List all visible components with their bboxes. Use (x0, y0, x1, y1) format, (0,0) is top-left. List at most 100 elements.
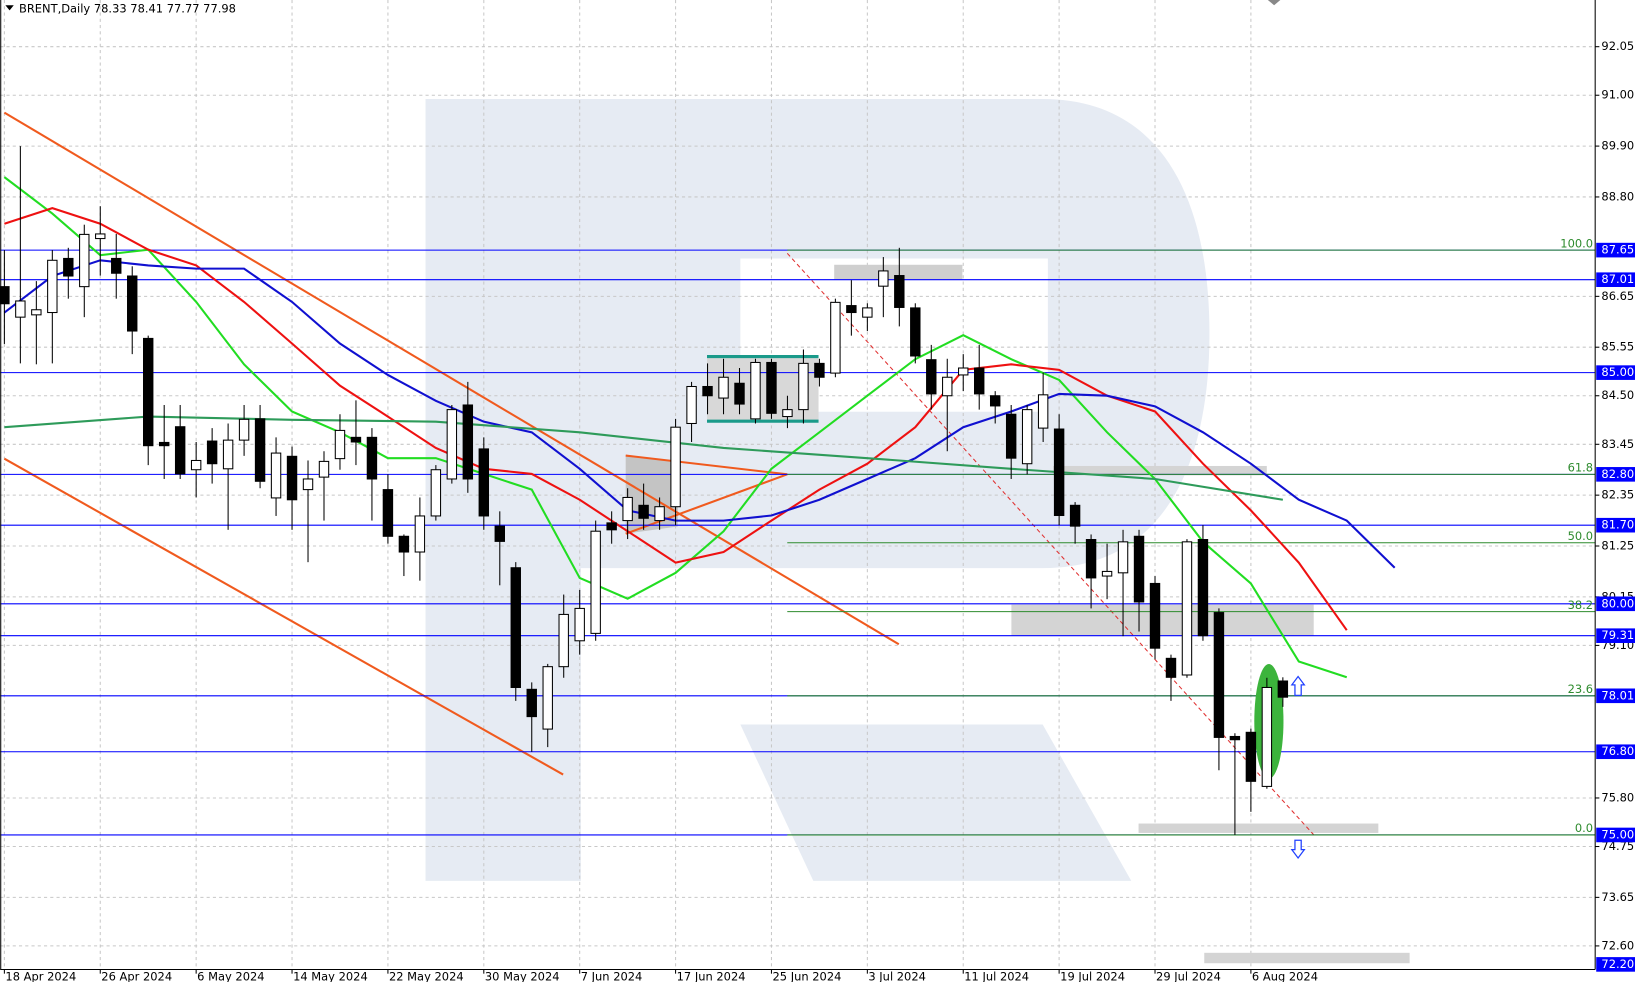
candle-body (1245, 731, 1257, 782)
candle-body (862, 307, 873, 318)
candle-body (222, 439, 234, 470)
candle-body (158, 441, 170, 447)
candle-body (430, 469, 442, 517)
x-tick-label: 17 Jun 2024 (677, 969, 746, 982)
candle-body (542, 666, 553, 730)
level-label-bg (1596, 827, 1635, 843)
y-tick-label: 82.35 (1601, 488, 1634, 502)
x-tick-label: 3 Jul 2024 (868, 969, 926, 982)
candle-body (1149, 582, 1161, 649)
candle-body (47, 259, 58, 314)
candle-body (95, 233, 106, 240)
y-tick-label: 85.55 (1601, 340, 1634, 354)
candle-body (111, 257, 122, 274)
candle-body (174, 426, 186, 475)
level-label: 75.00 (1601, 827, 1634, 841)
candle-body (79, 233, 90, 288)
price-marker-label: 72.20 (1601, 957, 1634, 971)
candle-body (798, 362, 809, 411)
fib-label: 38.2 (1568, 598, 1594, 612)
candle-body (734, 382, 745, 405)
candle-body (1085, 539, 1097, 579)
candle-body (254, 418, 266, 482)
fib-label: 100.0 (1560, 236, 1593, 250)
candle-body (718, 376, 729, 399)
candle-body (926, 359, 937, 395)
level-label: 82.80 (1601, 467, 1634, 481)
x-tick-label: 6 Aug 2024 (1252, 969, 1318, 982)
candle-body (702, 385, 713, 397)
y-tick-label: 92.05 (1601, 39, 1634, 53)
y-tick-label: 74.75 (1601, 839, 1634, 853)
candle-body (1277, 680, 1289, 698)
level-label: 81.70 (1601, 518, 1634, 532)
x-tick-label: 22 May 2024 (389, 969, 464, 982)
scroll-marker (1267, 0, 1281, 6)
candle-body (1069, 504, 1081, 527)
candle-body (910, 307, 921, 357)
candle-body (558, 613, 569, 668)
candle-body (286, 455, 298, 501)
y-tick-label: 88.80 (1601, 189, 1634, 203)
y-tick-label: 81.25 (1601, 539, 1634, 553)
candle-body (334, 429, 346, 460)
ohlc: 77.98 (203, 1, 236, 15)
level-label: 80.00 (1601, 596, 1634, 610)
candle-body (1021, 409, 1033, 465)
candle-body (670, 426, 681, 508)
ohlc: 78.41 (130, 1, 163, 15)
drawings (3, 111, 1410, 964)
candle-body (398, 535, 410, 553)
x-tick-label: 30 May 2024 (485, 969, 560, 982)
candle-body (526, 688, 537, 718)
candle-body (15, 300, 26, 318)
y-tick-label: 89.90 (1601, 139, 1634, 153)
candle-body (1197, 539, 1209, 637)
x-tick-label: 11 Jul 2024 (964, 969, 1029, 982)
candle-body (127, 275, 138, 332)
x-tick-label: 25 Jun 2024 (773, 969, 842, 982)
fib-label: 23.6 (1568, 682, 1594, 696)
candle-body (1229, 735, 1241, 741)
candle-body (766, 361, 777, 414)
header-icon (5, 5, 14, 11)
level-label-bg (1596, 467, 1635, 482)
candle-body (446, 409, 458, 480)
x-tick-label: 29 Jul 2024 (1156, 969, 1221, 982)
candle-body (494, 525, 506, 542)
y-tick-label: 91.00 (1601, 88, 1634, 102)
header: BRENT,Daily 78.33 78.41 77.77 77.98 (19, 1, 236, 15)
level-label-bg (1596, 628, 1635, 643)
symbol: BRENT,Daily (19, 1, 90, 15)
candle-body (63, 257, 74, 277)
y-tick-label: 75.80 (1601, 790, 1634, 804)
candle-body (206, 440, 218, 465)
candle-body (686, 385, 697, 425)
candle-body (782, 409, 793, 418)
level-label-bg (1596, 744, 1635, 760)
candle-body (510, 567, 521, 688)
candle-body (382, 489, 394, 537)
y-tick-label: 72.60 (1601, 938, 1634, 952)
fib-label: 50.0 (1568, 529, 1594, 543)
candle-body (1133, 535, 1145, 603)
candle-body (958, 367, 969, 376)
moving-average (4, 206, 1348, 631)
candle-body (974, 367, 985, 395)
candle-body (1213, 612, 1225, 738)
fib-label: 0.0 (1575, 821, 1593, 835)
level-label-bg (1596, 242, 1635, 258)
candle-body (1037, 394, 1049, 429)
level-label: 76.80 (1601, 744, 1634, 758)
fib-label: 61.8 (1568, 461, 1594, 475)
level-label: 87.01 (1601, 272, 1634, 286)
ohlc: 77.77 (167, 1, 200, 15)
level-label-bg (1596, 272, 1635, 288)
level-label: 85.00 (1601, 365, 1634, 379)
candle-body (942, 376, 953, 397)
candles (0, 146, 1289, 835)
candle-body (270, 452, 282, 499)
candle-body (1117, 541, 1129, 574)
